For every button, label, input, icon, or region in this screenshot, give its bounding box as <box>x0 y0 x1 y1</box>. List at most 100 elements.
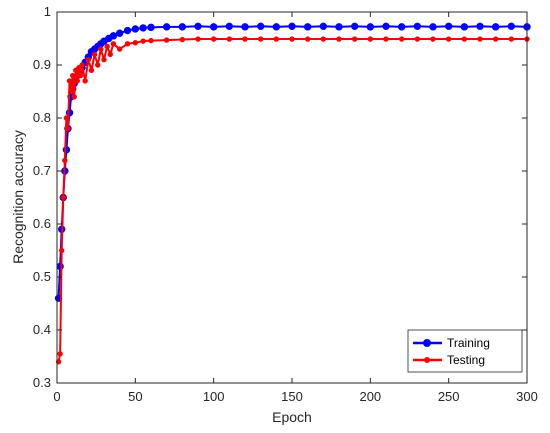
data-point-testing <box>85 57 92 63</box>
data-point-testing <box>77 72 84 79</box>
data-point-testing <box>210 36 217 42</box>
data-point-testing <box>226 36 233 42</box>
x-tick-label: 100 <box>203 389 225 404</box>
data-point-training <box>491 23 500 31</box>
data-point-training <box>350 22 359 31</box>
data-point-training <box>109 32 118 40</box>
data-point-testing <box>132 40 139 46</box>
data-point-training <box>319 22 328 31</box>
data-point-testing <box>257 36 264 42</box>
legend-box <box>407 329 523 373</box>
data-point-training <box>382 22 390 31</box>
data-point-testing <box>66 78 73 84</box>
data-point-testing <box>242 36 248 42</box>
x-tick-label: 0 <box>53 389 60 404</box>
data-point-testing <box>62 157 68 164</box>
data-point-testing <box>95 62 101 68</box>
data-point-testing <box>414 36 421 42</box>
legend-marker-training <box>423 339 431 347</box>
data-point-testing <box>82 78 88 84</box>
data-point-training <box>225 22 234 31</box>
data-point-testing <box>320 36 327 42</box>
data-point-testing <box>107 51 113 58</box>
data-point-testing <box>74 78 81 84</box>
data-point-training <box>507 22 516 31</box>
data-point-training <box>115 29 124 37</box>
data-point-training <box>429 23 437 31</box>
data-point-testing <box>336 36 342 42</box>
data-point-training <box>272 23 281 31</box>
y-axis-label: Recognition accuracy <box>10 130 26 264</box>
data-point-testing <box>88 67 95 74</box>
data-point-testing <box>383 36 389 42</box>
data-point-training <box>194 22 202 31</box>
x-tick-label: 300 <box>516 389 538 404</box>
data-point-testing <box>71 94 77 100</box>
y-tick-label: 0.9 <box>33 57 51 72</box>
data-point-testing <box>492 36 499 42</box>
y-tick-label: 0.7 <box>33 163 51 178</box>
data-point-training <box>476 22 484 31</box>
data-point-testing <box>124 41 131 47</box>
data-point-testing <box>351 36 358 42</box>
data-point-training <box>241 23 249 31</box>
data-point-training <box>162 23 171 31</box>
legend-label-training: Training <box>447 336 490 350</box>
data-point-testing <box>367 36 374 42</box>
data-point-training <box>147 23 155 32</box>
data-point-testing <box>65 125 71 132</box>
y-tick-label: 0.4 <box>33 322 51 337</box>
series-layer <box>54 22 531 365</box>
data-point-training <box>256 22 265 31</box>
data-point-testing <box>304 36 311 42</box>
x-tick-label: 150 <box>281 389 303 404</box>
data-point-testing <box>63 115 70 121</box>
data-point-training <box>209 23 218 31</box>
data-point-testing <box>101 57 107 63</box>
y-tick-label: 1 <box>44 4 51 19</box>
data-point-testing <box>59 247 65 254</box>
data-point-training <box>131 25 140 33</box>
data-point-training <box>178 23 187 31</box>
data-point-testing <box>163 37 170 43</box>
data-point-testing <box>273 36 280 42</box>
data-point-testing <box>57 351 63 357</box>
data-point-testing <box>116 46 123 52</box>
data-point-testing <box>68 88 74 95</box>
y-tick-label: 0.3 <box>33 375 51 390</box>
data-point-testing <box>140 38 146 44</box>
x-tick-label: 250 <box>438 389 460 404</box>
data-point-testing <box>477 36 483 42</box>
legend-label-testing: Testing <box>447 353 485 367</box>
data-point-testing <box>79 62 85 68</box>
data-point-testing <box>69 72 76 79</box>
data-point-training <box>413 22 422 31</box>
y-tick-label: 0.6 <box>33 216 51 231</box>
data-point-training <box>366 23 375 31</box>
data-point-training <box>123 26 132 35</box>
y-tick-label: 0.5 <box>33 269 51 284</box>
data-point-training <box>288 22 296 31</box>
data-point-testing <box>110 41 117 47</box>
data-point-testing <box>461 36 468 42</box>
data-point-testing <box>195 36 201 42</box>
data-point-testing <box>98 46 104 52</box>
data-point-testing <box>91 51 98 58</box>
x-tick-label: 50 <box>128 389 142 404</box>
data-point-training <box>444 22 453 31</box>
data-point-testing <box>104 43 110 50</box>
x-axis-label: Epoch <box>272 409 312 425</box>
data-point-testing <box>289 36 295 42</box>
legend: Training Testing <box>407 329 523 373</box>
data-point-training <box>139 24 147 32</box>
data-point-testing <box>60 194 66 201</box>
data-point-training <box>397 23 406 31</box>
data-point-testing <box>445 36 452 42</box>
ticks-layer: 0 50 100 150 200 250 300 0.3 0.4 0.5 0.6 0.7 0.8 0.9 1 <box>33 4 538 404</box>
data-point-training <box>460 23 469 31</box>
x-tick-label: 200 <box>359 389 381 404</box>
data-point-testing <box>398 36 405 42</box>
legend-marker-testing <box>424 357 430 363</box>
data-point-training <box>303 23 312 31</box>
